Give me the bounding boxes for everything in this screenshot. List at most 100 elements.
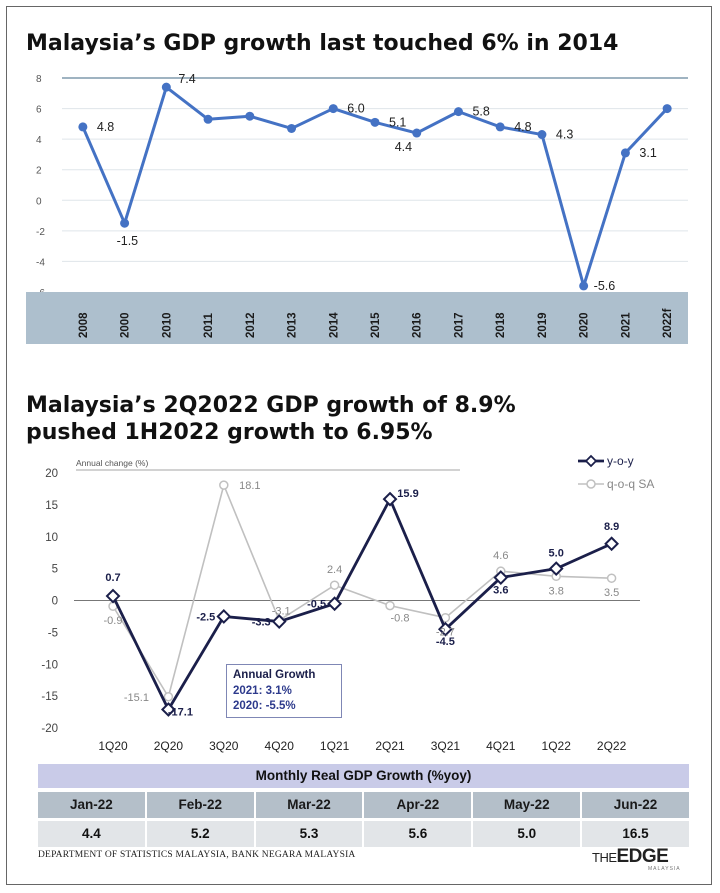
x-tick-label: 2018	[495, 312, 507, 338]
month-header: Jan-22	[38, 792, 147, 818]
yoy-data-label: 5.0	[549, 548, 564, 560]
data-label: 5.8	[472, 105, 489, 119]
x-tick-label: 1Q21	[320, 739, 350, 753]
data-point	[412, 128, 422, 138]
yoy-data-label: -3.3	[252, 617, 271, 629]
x-tick-label: 2012	[245, 312, 257, 338]
y-tick-label: 20	[45, 468, 58, 480]
x-tick-label: 2Q21	[375, 739, 405, 753]
data-label: 4.8	[514, 120, 531, 134]
y-tick-label: 5	[52, 564, 58, 576]
yoy-point	[437, 621, 453, 637]
yoy-data-label: 0.7	[105, 572, 120, 584]
data-label: 4.4	[395, 140, 412, 154]
data-point	[453, 107, 463, 117]
y-axis-label: Annual change (%)	[76, 458, 148, 468]
source-note: DEPARTMENT OF STATISTICS MALAYSIA, BANK …	[38, 850, 356, 860]
month-header: Jun-22	[582, 792, 689, 818]
yoy-data-label: 15.9	[397, 488, 418, 500]
y-tick-label: 15	[45, 500, 58, 512]
yoy-point	[271, 614, 287, 629]
logo-name: EDGE	[616, 846, 669, 867]
chart2-title-line2: pushed 1H2022 growth to 6.95%	[26, 420, 433, 445]
data-point	[203, 114, 213, 124]
qoq-data-label: -0.8	[391, 613, 410, 625]
y-tick-label: 6	[36, 105, 42, 116]
yoy-data-label: -0.5	[307, 599, 326, 611]
data-point	[537, 130, 547, 140]
logo-sub: MALAYSIA	[648, 866, 681, 872]
x-tick-label: 3Q20	[209, 739, 239, 753]
yoy-point	[604, 536, 620, 552]
qoq-data-label: -0.9	[104, 615, 123, 627]
x-tick-label: 2015	[370, 312, 382, 338]
legend-yoy-label: y-o-y	[607, 454, 634, 468]
x-tick-label: 2017	[453, 312, 465, 338]
data-point	[245, 111, 255, 121]
yoy-data-label: 8.9	[604, 521, 619, 533]
annual-growth-title: Annual Growth	[233, 669, 316, 681]
monthly-header-row: Jan-22 Feb-22 Mar-22 Apr-22 May-22 Jun-2…	[38, 788, 689, 818]
month-header: Feb-22	[146, 792, 256, 818]
x-tick-label: 3Q21	[431, 739, 461, 753]
x-tick-label: 2021	[620, 312, 632, 338]
data-point	[287, 123, 297, 133]
yoy-data-label: -4.5	[436, 636, 455, 648]
annual-growth-box: Annual Growth 2021: 3.1% 2020: -5.5%	[226, 664, 342, 718]
data-label: 7.4	[178, 72, 195, 86]
x-tick-label: 2010	[161, 312, 173, 338]
x-tick-label: 2Q20	[154, 739, 184, 753]
yoy-data-label: -2.5	[196, 611, 215, 623]
chart2-plot: Annual change (%) 20 15 10 5 0 -5 -10 -15 -20 1Q20…	[41, 454, 654, 753]
qoq-line	[112, 482, 612, 699]
qoq-data-label: 18.1	[239, 480, 260, 492]
qoq-data-label: -2.7	[436, 627, 455, 639]
yoy-point	[327, 596, 343, 612]
qoq-point	[606, 573, 617, 583]
qoq-data-label: -3.1	[272, 605, 291, 617]
x-tick-label: 2013	[287, 312, 299, 338]
y-tick-label: 0	[52, 596, 58, 608]
logo-prefix: THE	[592, 850, 617, 865]
data-label: 6.0	[347, 102, 364, 116]
y-tick-label: 10	[45, 532, 58, 544]
data-label: 4.8	[97, 120, 114, 134]
qoq-data-label: -15.1	[124, 692, 149, 704]
annual-growth-2021: 2021: 3.1%	[233, 685, 292, 697]
month-value: 5.0	[473, 821, 583, 847]
data-label: 5.1	[389, 115, 406, 129]
month-value: 4.4	[38, 821, 147, 847]
y-tick-label: 2	[36, 166, 42, 177]
yoy-point	[216, 609, 232, 624]
data-point	[328, 104, 338, 114]
annual-growth-2020: 2020: -5.5%	[233, 700, 296, 712]
y-tick-label: -15	[41, 691, 58, 703]
qoq-data-label: 3.5	[604, 587, 619, 599]
x-tick-label: 2008	[78, 312, 90, 338]
data-label: 3.1	[639, 146, 656, 160]
yoy-point	[105, 588, 121, 604]
data-point	[620, 148, 630, 158]
data-point	[78, 122, 88, 132]
edge-logo: THEEDGE	[592, 846, 669, 868]
qoq-point	[329, 580, 340, 590]
x-tick-label: 4Q20	[265, 739, 295, 753]
data-point	[120, 218, 130, 228]
monthly-value-row: 4.4 5.2 5.3 5.6 5.0 16.5	[38, 818, 689, 847]
y-tick-label: -10	[41, 659, 58, 671]
y-tick-label: 4	[36, 135, 42, 146]
y-tick-label: -20	[41, 723, 58, 735]
data-point	[579, 281, 589, 291]
chart1-plot: 86420-2-4-620082000201020112012201320142…	[26, 72, 688, 344]
x-tick-label: 2016	[412, 312, 424, 338]
data-label: -5.6	[594, 279, 616, 293]
data-label: -1.5	[117, 234, 139, 248]
yoy-point	[382, 491, 398, 507]
month-value: 5.6	[364, 821, 474, 847]
legend-yoy-marker	[584, 454, 598, 468]
month-header: May-22	[473, 792, 583, 818]
y-tick-label: 0	[36, 196, 42, 207]
monthly-table-title: Monthly Real GDP Growth (%yoy)	[38, 764, 689, 788]
qoq-data-label: 3.8	[549, 585, 564, 597]
x-tick-label: 2Q22	[597, 739, 627, 753]
